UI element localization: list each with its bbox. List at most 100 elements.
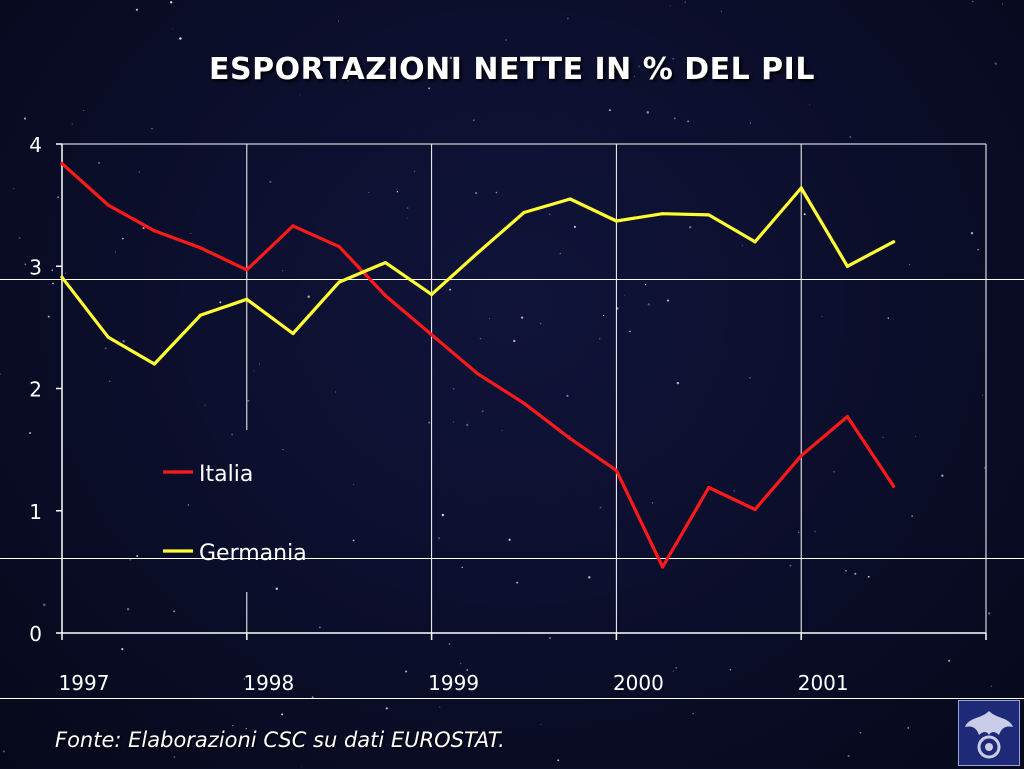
star (319, 626, 321, 629)
data-point-italia (199, 246, 203, 250)
star (911, 515, 913, 517)
star (638, 65, 640, 68)
star (459, 662, 462, 665)
source-note: Fonte: Elaborazioni CSC su dati EUROSTAT… (55, 728, 505, 752)
star (948, 659, 951, 662)
x-tick-label: 1999 (428, 671, 479, 695)
star (301, 766, 302, 768)
star (406, 207, 409, 209)
star (173, 610, 176, 613)
star (798, 531, 800, 533)
star (472, 119, 475, 122)
data-point-italia (568, 437, 572, 441)
star (548, 213, 551, 216)
star (977, 248, 979, 251)
star (42, 603, 46, 606)
star (887, 317, 890, 319)
star (833, 470, 835, 473)
data-point-germania (799, 186, 803, 190)
data-point-germania (60, 275, 64, 279)
series-line-germania (60, 186, 896, 366)
star (501, 430, 503, 432)
star (104, 347, 107, 350)
star (385, 707, 388, 710)
star (984, 467, 986, 469)
star (64, 272, 67, 274)
star (821, 316, 823, 317)
chart-title: ESPORTAZIONI NETTE IN % DEL PIL (209, 52, 815, 87)
star (520, 316, 524, 319)
star (548, 636, 552, 640)
star (915, 436, 917, 437)
star (307, 295, 310, 298)
star (569, 435, 571, 437)
star (52, 282, 54, 285)
star (170, 1, 173, 4)
star (29, 431, 32, 435)
star (803, 213, 806, 216)
star (335, 391, 337, 393)
data-point-italia (106, 203, 110, 207)
star (908, 263, 911, 266)
star (689, 226, 692, 229)
star (269, 180, 272, 183)
y-tick-label: 1 (29, 500, 42, 524)
star (83, 109, 85, 112)
star (588, 576, 591, 579)
star (121, 647, 124, 651)
star (489, 318, 490, 319)
star (559, 253, 561, 255)
star (599, 338, 601, 340)
star (51, 269, 53, 271)
star (557, 759, 560, 762)
star (352, 483, 354, 485)
star (990, 685, 993, 687)
data-point-italia (476, 372, 480, 376)
star (733, 490, 735, 492)
star (729, 669, 732, 671)
star (669, 5, 671, 7)
star (231, 433, 234, 436)
x-tick-label: 1997 (59, 671, 110, 695)
divider-line-footer (0, 698, 1024, 699)
star (13, 187, 15, 189)
star (741, 245, 743, 247)
data-point-germania (707, 213, 711, 217)
star (272, 734, 274, 735)
star (449, 56, 453, 60)
star (970, 232, 974, 235)
star (540, 723, 542, 725)
star (71, 123, 73, 125)
data-point-italia (707, 485, 711, 490)
star (624, 294, 626, 296)
star (859, 731, 862, 734)
y-tick-label: 4 (29, 133, 42, 157)
star (505, 39, 507, 41)
star (508, 538, 511, 541)
data-point-germania (522, 210, 526, 215)
star (987, 612, 991, 615)
star (475, 191, 478, 195)
star (406, 217, 408, 219)
star (676, 381, 680, 385)
star (602, 314, 605, 317)
star (675, 667, 677, 669)
star (687, 120, 689, 123)
star (122, 339, 125, 343)
star (352, 539, 355, 542)
data-point-italia (799, 454, 803, 458)
star (338, 20, 339, 22)
star (388, 68, 391, 71)
data-point-italia (245, 268, 249, 272)
star (449, 288, 451, 291)
star (673, 117, 676, 120)
star (179, 37, 182, 40)
star (566, 394, 569, 397)
divider-line-upper (0, 279, 1024, 280)
star (845, 569, 847, 572)
star (281, 713, 284, 716)
star (232, 724, 234, 727)
star (461, 566, 463, 569)
star (972, 0, 974, 3)
